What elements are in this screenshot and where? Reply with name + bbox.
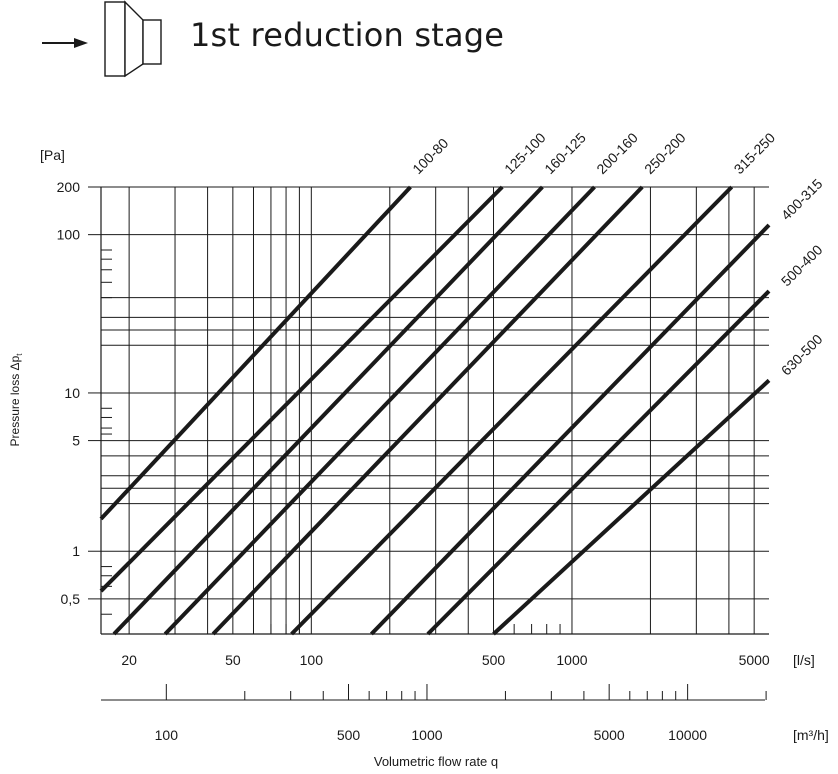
x-unit-label: [l/s] [793, 652, 815, 668]
x-tick-label: 1000 [556, 652, 587, 668]
duct-reducer-icon [104, 0, 162, 78]
x2-tick-label: 5000 [594, 727, 625, 743]
series-label: 630-500 [778, 331, 826, 379]
series-line-160-125 [112, 185, 544, 636]
x-tick-label: 50 [225, 652, 241, 668]
chart-title: 1st reduction stage [190, 16, 505, 54]
series-label: 200-160 [593, 129, 641, 177]
series-label: 500-400 [778, 241, 826, 289]
y-tick-label: 5 [72, 433, 80, 449]
y-tick-label: 0,5 [61, 591, 81, 607]
x2-tick-label: 500 [337, 727, 361, 743]
x-tick-label: 500 [482, 652, 506, 668]
x-tick-label: 100 [300, 652, 324, 668]
series-line-315-250 [290, 185, 734, 636]
x-tick-label: 20 [121, 652, 137, 668]
y-tick-label: 100 [57, 227, 81, 243]
series-lines [99, 185, 771, 636]
arrow-right-icon [42, 38, 88, 48]
series-line-400-315 [369, 223, 771, 636]
series-label: 100-80 [409, 135, 451, 177]
series-label: 400-315 [778, 175, 826, 223]
series-line-250-200 [211, 185, 644, 636]
x-axis-label: Volumetric flow rate q [373, 754, 499, 769]
series-line-500-400 [426, 289, 771, 636]
y-tick-label: 10 [64, 385, 80, 401]
y-tick-label: 200 [57, 179, 81, 195]
x2-tick-label: 1000 [411, 727, 442, 743]
series-line-125-100 [99, 185, 504, 593]
series-label: 160-125 [541, 129, 589, 177]
x2-unit-label: [m³/h] [793, 727, 829, 743]
series-label: 125-100 [501, 129, 549, 177]
tick-labels: 0,5 1 5 10 100 200 [Pa] 20 50 100 500 1000 5000 [l/s]… [40, 147, 829, 743]
axes [88, 186, 769, 701]
x2-tick-label: 100 [155, 727, 179, 743]
x2-tick-label: 10000 [668, 727, 707, 743]
x-tick-label: 5000 [739, 652, 770, 668]
series-label: 250-200 [641, 129, 689, 177]
y-tick-label: 1 [72, 543, 80, 559]
series-line-100-80 [99, 185, 412, 521]
y-unit-label: [Pa] [40, 147, 65, 163]
series-label: 315-250 [731, 129, 779, 177]
series-line-200-160 [163, 185, 596, 636]
series-line-630-500 [492, 378, 771, 636]
